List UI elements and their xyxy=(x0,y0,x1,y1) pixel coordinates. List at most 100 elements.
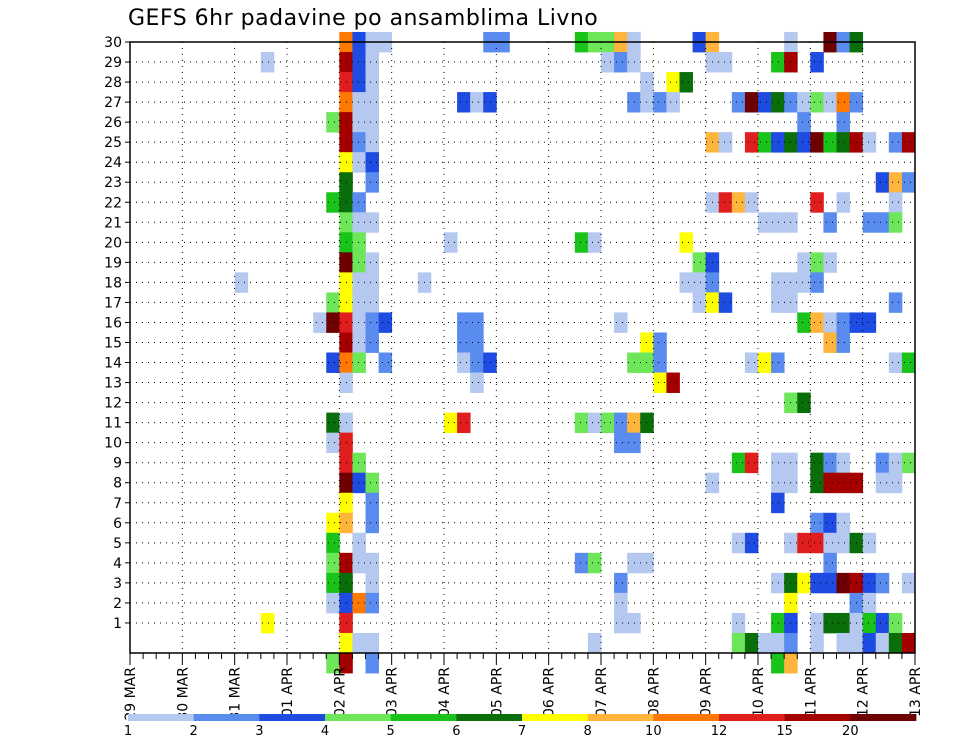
legend-swatch xyxy=(390,714,457,721)
heatmap-cell xyxy=(352,132,366,153)
x-tick-label: 31 MAR xyxy=(228,667,244,721)
heatmap-cell xyxy=(784,632,798,654)
x-tick-label: 05 APR xyxy=(489,667,505,717)
heatmap-cell xyxy=(810,452,824,474)
heatmap-cell xyxy=(888,612,903,634)
y-tick-label: 27 xyxy=(104,95,122,111)
y-tick-label: 20 xyxy=(104,235,122,251)
y-tick-label: 21 xyxy=(104,215,122,231)
heatmap-cell xyxy=(352,452,366,474)
heatmap-cell xyxy=(260,52,275,73)
heatmap-cell xyxy=(810,52,824,73)
heatmap-cell xyxy=(352,52,366,73)
heatmap-cell xyxy=(836,632,850,654)
heatmap-cell xyxy=(365,72,379,93)
heatmap-cell xyxy=(365,632,379,654)
heatmap-cell xyxy=(365,653,379,674)
heatmap-cell xyxy=(326,512,340,534)
heatmap-cell xyxy=(326,572,340,594)
x-tick-label: 11 APR xyxy=(803,667,819,717)
heatmap-cell xyxy=(823,612,837,634)
heatmap-cell xyxy=(810,192,824,213)
heatmap-cell xyxy=(836,572,850,594)
heatmap-cell xyxy=(653,352,667,373)
heatmap-cell xyxy=(365,272,379,293)
heatmap-cell xyxy=(352,292,366,313)
heatmap-cell xyxy=(365,152,379,173)
heatmap-cell xyxy=(653,92,667,113)
heatmap-cell xyxy=(758,632,772,654)
heatmap-cell xyxy=(731,452,746,474)
heatmap-cell xyxy=(326,552,340,574)
y-tick-label: 19 xyxy=(104,255,122,271)
heatmap-cell xyxy=(836,332,850,353)
y-tick-label: 8 xyxy=(113,476,122,492)
heatmap-cell xyxy=(326,532,340,554)
y-tick-label: 3 xyxy=(113,576,122,592)
y-tick-label: 12 xyxy=(104,396,122,412)
heatmap-cell xyxy=(378,312,393,333)
heatmap-cell xyxy=(653,372,667,393)
heatmap-cell xyxy=(823,212,837,233)
heatmap-cell xyxy=(718,132,733,153)
heatmap-cell xyxy=(365,132,379,153)
heatmap-cell xyxy=(601,412,615,434)
heatmap-cell xyxy=(888,472,903,494)
heatmap-cell xyxy=(378,352,393,373)
heatmap-cell xyxy=(627,612,641,634)
heatmap-cell xyxy=(823,512,837,534)
heatmap-cell xyxy=(352,632,366,654)
heatmap-cell xyxy=(875,212,890,233)
heatmap-cell xyxy=(731,532,746,554)
heatmap-cell xyxy=(326,432,340,454)
y-tick-label: 25 xyxy=(104,135,122,151)
heatmap-cell xyxy=(797,112,811,133)
heatmap-cell xyxy=(758,352,772,373)
heatmap-cell xyxy=(771,472,785,494)
heatmap-cell xyxy=(810,92,824,113)
heatmap-cell xyxy=(731,192,746,213)
legend-swatch xyxy=(259,714,326,721)
heatmap-cell xyxy=(339,632,353,654)
heatmap-cell xyxy=(823,472,837,494)
heatmap-cell xyxy=(901,452,916,474)
heatmap-cell xyxy=(692,292,707,313)
heatmap-cell xyxy=(875,452,890,474)
legend-swatch xyxy=(587,714,654,721)
heatmap-cell xyxy=(470,312,484,333)
heatmap-cell xyxy=(692,252,707,273)
heatmap-cell xyxy=(771,653,785,674)
heatmap-cell xyxy=(574,552,589,574)
heatmap-cell xyxy=(810,532,824,554)
legend-label: 3 xyxy=(255,724,263,739)
heatmap-cell xyxy=(352,152,366,173)
heatmap-cell xyxy=(731,612,746,634)
heatmap-cell xyxy=(771,212,785,233)
legend-swatch xyxy=(522,714,589,721)
x-tick-label: 09 APR xyxy=(699,667,715,717)
heatmap-cell xyxy=(810,612,824,634)
heatmap-cell xyxy=(574,232,589,253)
heatmap-cell xyxy=(758,132,772,153)
heatmap-cell xyxy=(836,132,850,153)
y-tick-label: 18 xyxy=(104,275,122,291)
cells-layer xyxy=(234,31,916,674)
heatmap-cell xyxy=(365,252,379,273)
heatmap-cell xyxy=(718,52,733,73)
heatmap-cell xyxy=(627,432,641,454)
heatmap-cell xyxy=(836,532,850,554)
heatmap-cell xyxy=(614,432,628,454)
heatmap-cell xyxy=(352,532,366,554)
heatmap-cell xyxy=(457,312,471,333)
heatmap-cell xyxy=(352,552,366,574)
heatmap-cell xyxy=(457,412,471,434)
legend-swatch xyxy=(850,714,917,721)
heatmap-cell xyxy=(744,532,759,554)
heatmap-cell xyxy=(888,132,903,153)
heatmap-cell xyxy=(614,312,628,333)
heatmap-cell xyxy=(901,632,916,654)
legend-label: 7 xyxy=(518,724,526,739)
heatmap-cell xyxy=(744,192,759,213)
heatmap-cell xyxy=(823,332,837,353)
heatmap-cell xyxy=(888,212,903,233)
